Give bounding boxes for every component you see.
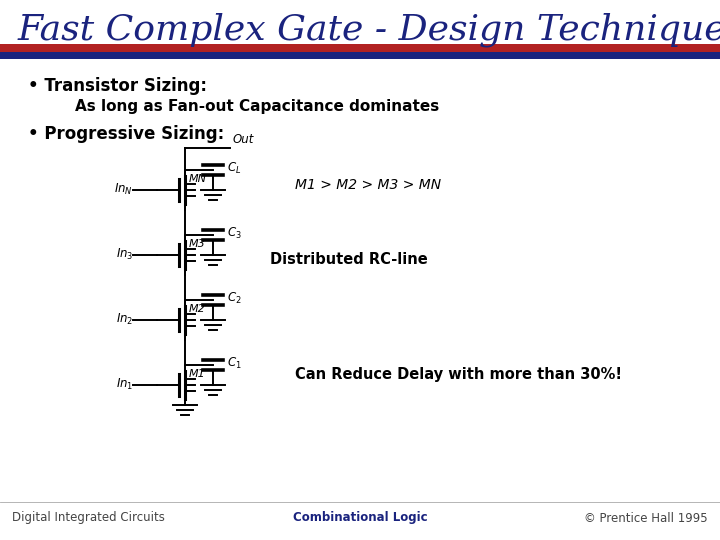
Text: $In_1$: $In_1$ [116,376,133,392]
Text: M1 > M2 > M3 > MN: M1 > M2 > M3 > MN [295,178,441,192]
Text: Can Reduce Delay with more than 30%!: Can Reduce Delay with more than 30%! [295,368,622,382]
Text: M1: M1 [189,369,206,379]
Text: As long as Fan-out Capacitance dominates: As long as Fan-out Capacitance dominates [75,99,439,114]
Text: Fast Complex Gate - Design Techniques: Fast Complex Gate - Design Techniques [18,13,720,47]
Text: M2: M2 [189,304,206,314]
Text: $C_1$: $C_1$ [227,355,242,370]
Text: Distributed RC-line: Distributed RC-line [270,253,428,267]
Text: MN: MN [189,174,207,184]
Text: © Prentice Hall 1995: © Prentice Hall 1995 [585,511,708,524]
Bar [0,52,720,59]
Text: $In_2$: $In_2$ [116,312,133,327]
Text: $C_3$: $C_3$ [227,226,242,240]
Text: • Transistor Sizing:: • Transistor Sizing: [28,77,207,95]
Text: Digital Integrated Circuits: Digital Integrated Circuits [12,511,165,524]
Bar [0,44,720,52]
Text: M3: M3 [189,239,206,249]
Text: Combinational Logic: Combinational Logic [293,511,427,524]
Text: • Progressive Sizing:: • Progressive Sizing: [28,125,224,143]
Text: $C_2$: $C_2$ [227,291,242,306]
Text: $C_L$: $C_L$ [227,160,241,176]
Text: $In_3$: $In_3$ [115,246,133,261]
Text: $In_N$: $In_N$ [114,181,133,197]
Text: Out: Out [233,133,254,146]
